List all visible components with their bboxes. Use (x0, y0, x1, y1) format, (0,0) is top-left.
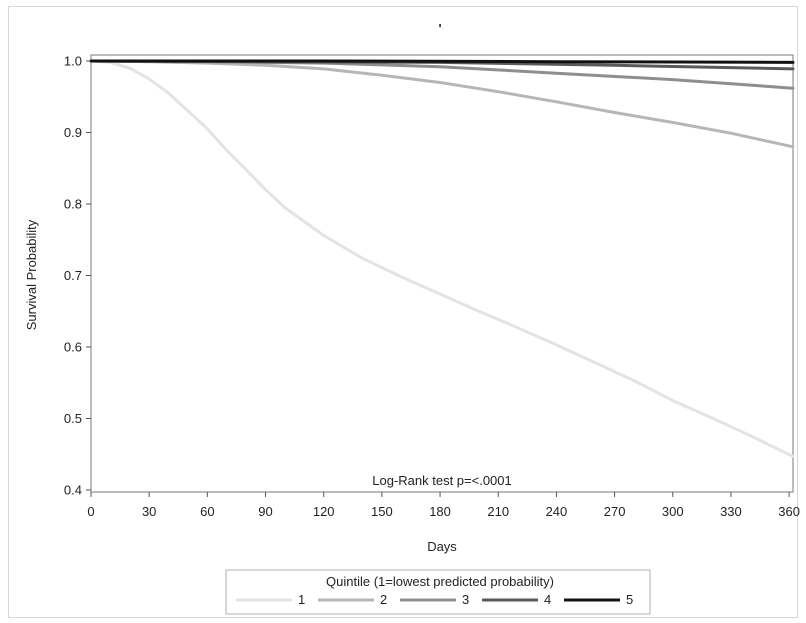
annotation-text: Log-Rank test p=<.0001 (372, 473, 512, 488)
x-tick-label: 0 (87, 504, 94, 519)
series-line-1 (89, 59, 795, 458)
x-tick-label: 180 (429, 504, 451, 519)
chart-title: ' (438, 21, 441, 36)
legend-label-1: 1 (298, 592, 305, 607)
x-axis: 0 30 60 90 120 150 180 210 240 270 300 330 360 (87, 492, 800, 519)
y-axis-label: Survival Probability (24, 219, 39, 330)
legend-items: 1 2 3 4 5 (236, 592, 633, 607)
plot-area-border (90, 54, 794, 493)
x-tick-label: 270 (604, 504, 626, 519)
y-tick-label: 0.7 (64, 268, 82, 283)
legend: Quintile (1=lowest predicted probability… (225, 569, 651, 615)
x-tick-label: 330 (720, 504, 742, 519)
y-tick-label: 0.9 (64, 125, 82, 140)
y-tick-label: 0.5 (64, 411, 82, 426)
x-tick-label: 90 (258, 504, 272, 519)
legend-title: Quintile (1=lowest predicted probability… (326, 574, 554, 589)
x-tick-label: 150 (371, 504, 393, 519)
series-line-5 (89, 59, 795, 64)
series-layer (89, 59, 795, 458)
x-tick-label: 30 (142, 504, 156, 519)
y-axis: 0.4 0.5 0.6 0.7 0.8 0.9 1.0 (64, 54, 91, 498)
x-tick-label: 120 (313, 504, 335, 519)
x-tick-label: 210 (487, 504, 509, 519)
x-tick-label: 300 (662, 504, 684, 519)
legend-label-2: 2 (380, 592, 387, 607)
y-tick-label: 0.4 (64, 483, 82, 498)
x-tick-label: 360 (778, 504, 800, 519)
x-tick-label: 240 (546, 504, 568, 519)
legend-box (225, 569, 651, 615)
y-tick-label: 1.0 (64, 54, 82, 69)
legend-label-3: 3 (462, 592, 469, 607)
y-tick-label: 0.6 (64, 340, 82, 355)
x-axis-label: Days (427, 539, 457, 554)
y-tick-label: 0.8 (64, 197, 82, 212)
series-line-2 (89, 59, 795, 149)
chart-frame (8, 6, 798, 618)
legend-label-5: 5 (626, 592, 633, 607)
legend-label-4: 4 (544, 592, 551, 607)
x-tick-label: 60 (200, 504, 214, 519)
